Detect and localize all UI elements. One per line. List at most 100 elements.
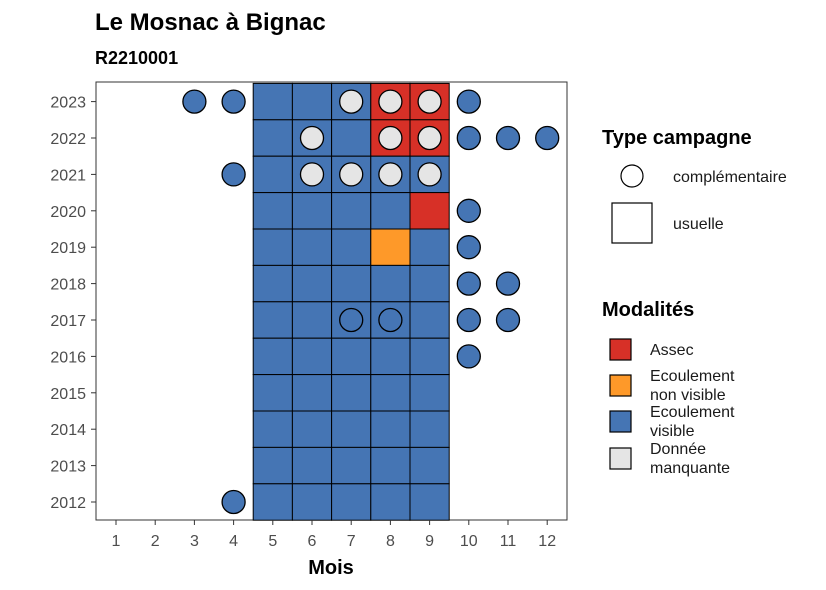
usuelle-tiles [252,82,450,521]
tile-2016-5 [252,337,293,376]
x-tick-label: 11 [500,533,517,550]
x-tick-label: 6 [308,533,317,550]
chart-title: Le Mosnac à Bignac [95,9,326,36]
legend-type-label-complementaire: complémentaire [673,169,787,186]
tile-2023-6 [291,82,333,121]
point-2018-10 [456,271,481,296]
x-tick-label: 9 [425,533,434,550]
legend-key-1 [609,374,632,397]
point-2017-7 [339,307,364,333]
tile-2013-6 [291,446,333,485]
tile-2012-5 [252,483,293,521]
tile-2017-5 [252,301,293,339]
point-2022-9 [417,125,442,151]
point-2017-11 [495,307,521,333]
point-2017-8 [378,307,403,333]
tile-2015-6 [291,374,333,412]
point-2023-10 [456,89,481,114]
x-tick-label: 10 [460,533,478,550]
legend-key-0 [609,338,632,361]
point-2022-11 [495,125,521,151]
x-tick-label: 2 [151,533,160,550]
legend-label-1: Ecoulement [650,368,735,385]
tile-2020-7 [331,192,372,230]
tile-2019-7 [331,228,372,266]
point-2016-10 [456,344,481,369]
tile-2019-6 [291,228,333,266]
point-2022-10 [456,125,481,151]
legend-label-3: manquante [650,460,730,477]
legend-type-campagne: Type campagne complémentaire usuelle [602,127,787,244]
x-tick-label: 5 [268,533,277,550]
point-2022-8 [378,125,403,151]
tile-2012-7 [331,483,372,521]
point-2021-7 [339,162,364,187]
y-tick-label: 2016 [50,349,86,366]
tile-2012-9 [409,483,450,521]
tile-2015-9 [409,374,450,412]
tile-2023-5 [252,82,293,121]
tile-2018-6 [291,264,333,303]
legend-label-2: visible [650,423,695,440]
plot-panel [95,81,568,521]
tile-2017-6 [291,301,333,339]
tile-2014-6 [291,410,333,448]
tile-2018-8 [370,264,411,303]
y-tick-label: 2021 [50,167,86,184]
point-2020-10 [456,198,481,223]
x-tick-label: 12 [538,533,556,550]
point-2023-4 [221,89,246,114]
legend-label-3: Donnée [650,441,706,458]
tile-2014-7 [331,410,372,448]
x-tick-label: 8 [386,533,395,550]
x-axis-title: Mois [308,557,354,579]
tile-2022-5 [252,119,293,157]
x-tick-label: 7 [347,533,356,550]
tile-2019-9 [409,228,450,266]
x-tick-label: 3 [190,533,199,550]
point-2012-4 [221,489,246,515]
x-tick-label: 4 [229,533,238,550]
point-2023-9 [417,89,442,114]
y-tick-label: 2013 [50,459,86,476]
legend-circle-key [620,164,644,188]
tile-2014-8 [370,410,411,448]
y-tick-label: 2022 [50,131,86,148]
x-tick-label: 1 [112,533,121,550]
tile-2015-8 [370,374,411,412]
tile-2013-5 [252,446,293,485]
point-2023-3 [182,89,207,114]
tile-2020-8 [370,192,411,230]
tile-2016-8 [370,337,411,376]
tile-2020-6 [291,192,333,230]
tile-2018-7 [331,264,372,303]
tile-2019-8 [370,228,411,266]
tile-2014-5 [252,410,293,448]
legend-label-2: Ecoulement [650,404,735,421]
tile-2016-6 [291,337,333,376]
point-2023-7 [339,89,364,114]
point-2021-4 [221,162,246,187]
y-tick-label: 2012 [50,495,86,512]
tile-2021-5 [252,155,293,194]
tile-2012-8 [370,483,411,521]
tile-2019-5 [252,228,293,266]
x-axis: 1 2 3 4 5 6 7 8 9 10 11 12 [112,520,556,550]
legend-modalites-title: Modalités [602,299,694,321]
y-tick-label: 2014 [50,422,86,439]
tile-2013-9 [409,446,450,485]
point-2021-8 [378,162,403,187]
complementaire-points [182,89,560,515]
tile-2018-9 [409,264,450,303]
tile-2020-9 [409,192,450,230]
point-2021-9 [417,162,442,187]
point-2021-6 [299,162,325,187]
tile-2022-7 [331,119,372,157]
point-2018-11 [495,271,521,296]
y-tick-label: 2020 [50,204,86,221]
y-tick-label: 2015 [50,386,86,403]
point-2022-12 [535,125,560,151]
point-2017-10 [456,307,481,333]
